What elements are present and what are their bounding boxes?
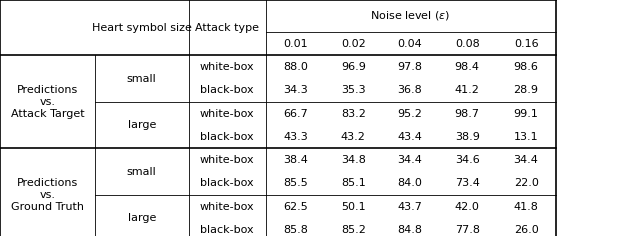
Text: 34.4: 34.4	[397, 155, 422, 165]
Text: 43.7: 43.7	[397, 202, 422, 211]
Text: 85.1: 85.1	[341, 178, 365, 188]
Text: 66.7: 66.7	[283, 109, 308, 118]
Text: large: large	[127, 120, 156, 130]
Text: 34.8: 34.8	[341, 155, 365, 165]
Text: 34.4: 34.4	[514, 155, 538, 165]
Text: 43.4: 43.4	[397, 132, 422, 142]
Text: 98.6: 98.6	[514, 62, 538, 72]
Text: black-box: black-box	[200, 178, 254, 188]
Text: black-box: black-box	[200, 132, 254, 142]
Text: 38.4: 38.4	[283, 155, 308, 165]
Text: 0.16: 0.16	[514, 39, 538, 49]
Text: 43.2: 43.2	[341, 132, 365, 142]
Text: black-box: black-box	[200, 85, 254, 95]
Text: Predictions
vs.
Ground Truth: Predictions vs. Ground Truth	[11, 178, 84, 211]
Text: 62.5: 62.5	[283, 202, 308, 211]
Text: 34.6: 34.6	[455, 155, 479, 165]
Text: 85.2: 85.2	[341, 225, 365, 235]
Text: 73.4: 73.4	[455, 178, 479, 188]
Text: 13.1: 13.1	[514, 132, 538, 142]
Text: 95.2: 95.2	[397, 109, 422, 118]
Text: 85.5: 85.5	[283, 178, 308, 188]
Text: 96.9: 96.9	[341, 62, 365, 72]
Text: Heart symbol size: Heart symbol size	[92, 23, 192, 33]
Text: 77.8: 77.8	[454, 225, 480, 235]
Text: 22.0: 22.0	[514, 178, 538, 188]
Text: 28.9: 28.9	[513, 85, 539, 95]
Text: white-box: white-box	[200, 62, 255, 72]
Text: Attack type: Attack type	[195, 23, 259, 33]
Text: 38.9: 38.9	[455, 132, 479, 142]
Text: small: small	[127, 74, 157, 84]
Text: white-box: white-box	[200, 155, 255, 165]
Text: 41.2: 41.2	[455, 85, 479, 95]
Text: 97.8: 97.8	[397, 62, 422, 72]
Text: Predictions
vs.
Attack Target: Predictions vs. Attack Target	[10, 85, 84, 118]
Text: small: small	[127, 167, 157, 177]
Text: 26.0: 26.0	[514, 225, 538, 235]
Text: 34.3: 34.3	[283, 85, 308, 95]
Text: 42.0: 42.0	[455, 202, 479, 211]
Text: large: large	[127, 213, 156, 223]
Text: 99.1: 99.1	[514, 109, 538, 118]
Text: 83.2: 83.2	[341, 109, 365, 118]
Text: black-box: black-box	[200, 225, 254, 235]
Text: 88.0: 88.0	[283, 62, 308, 72]
Text: 98.4: 98.4	[454, 62, 480, 72]
Text: 84.8: 84.8	[397, 225, 422, 235]
Text: white-box: white-box	[200, 109, 255, 118]
Text: Noise level ($\epsilon$): Noise level ($\epsilon$)	[371, 9, 451, 22]
Text: 85.8: 85.8	[283, 225, 308, 235]
Text: 36.8: 36.8	[397, 85, 422, 95]
Text: 41.8: 41.8	[514, 202, 538, 211]
Text: 0.08: 0.08	[455, 39, 479, 49]
Text: 50.1: 50.1	[341, 202, 365, 211]
Text: 0.01: 0.01	[283, 39, 308, 49]
Text: 98.7: 98.7	[454, 109, 480, 118]
Text: 35.3: 35.3	[341, 85, 365, 95]
Text: 84.0: 84.0	[397, 178, 422, 188]
Text: 0.02: 0.02	[341, 39, 365, 49]
Text: 0.04: 0.04	[397, 39, 422, 49]
Text: 43.3: 43.3	[283, 132, 308, 142]
Text: white-box: white-box	[200, 202, 255, 211]
